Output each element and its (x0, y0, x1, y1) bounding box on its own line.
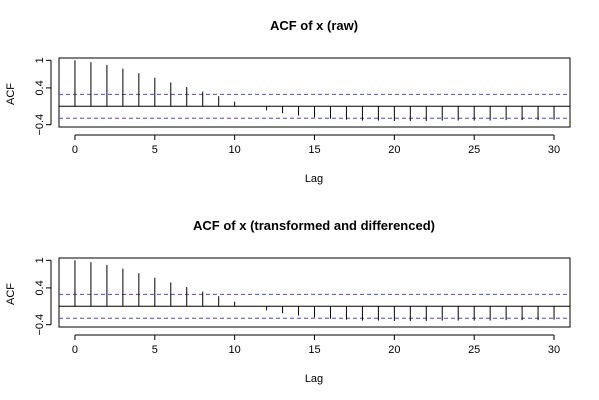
chart-title-raw: ACF of x (raw) (270, 18, 358, 33)
y-tick-label-1-transformed: 1 (34, 257, 46, 263)
x-axis-label-raw: Lag (305, 173, 323, 185)
y-axis-label-transformed: ACF (5, 283, 17, 305)
plot-frame-transformed (58, 257, 571, 328)
chart-title-transformed: ACF of x (transformed and differenced) (193, 218, 435, 233)
y-tick-label-1-raw: 1 (34, 57, 46, 63)
x-tick-label-30-transformed: 30 (548, 344, 560, 356)
x-tick-label-20-raw: 20 (388, 144, 400, 156)
x-tick-label-20-transformed: 20 (388, 344, 400, 356)
y-tick-label-0.4-raw: 0.4 (34, 80, 46, 95)
x-tick-label-15-transformed: 15 (308, 344, 320, 356)
x-axis-label-transformed: Lag (305, 373, 323, 385)
x-tick-label-30-raw: 30 (548, 144, 560, 156)
x-tick-label-5-raw: 5 (152, 144, 158, 156)
x-tick-label-10-raw: 10 (229, 144, 241, 156)
y-tick-label--0.4-transformed: −0.4 (34, 314, 46, 336)
x-tick-label-25-raw: 25 (468, 144, 480, 156)
x-tick-label-5-transformed: 5 (152, 344, 158, 356)
y-axis-label-raw: ACF (5, 83, 17, 105)
y-tick-label--0.4-raw: −0.4 (34, 114, 46, 136)
x-tick-label-0-transformed: 0 (72, 344, 78, 356)
x-tick-label-10-transformed: 10 (229, 344, 241, 356)
acf-panel-transformed: ACF of x (transformed and differenced) L… (5, 218, 571, 385)
acf-panel-raw: ACF of x (raw) Lag ACF 0 5 10 15 20 25 30 −0.4 0… (5, 18, 571, 185)
x-tick-label-25-transformed: 25 (468, 344, 480, 356)
x-tick-label-0-raw: 0 (72, 144, 78, 156)
y-tick-label-0.4-transformed: 0.4 (34, 280, 46, 295)
plot-frame-raw (58, 57, 571, 128)
x-tick-label-15-raw: 15 (308, 144, 320, 156)
